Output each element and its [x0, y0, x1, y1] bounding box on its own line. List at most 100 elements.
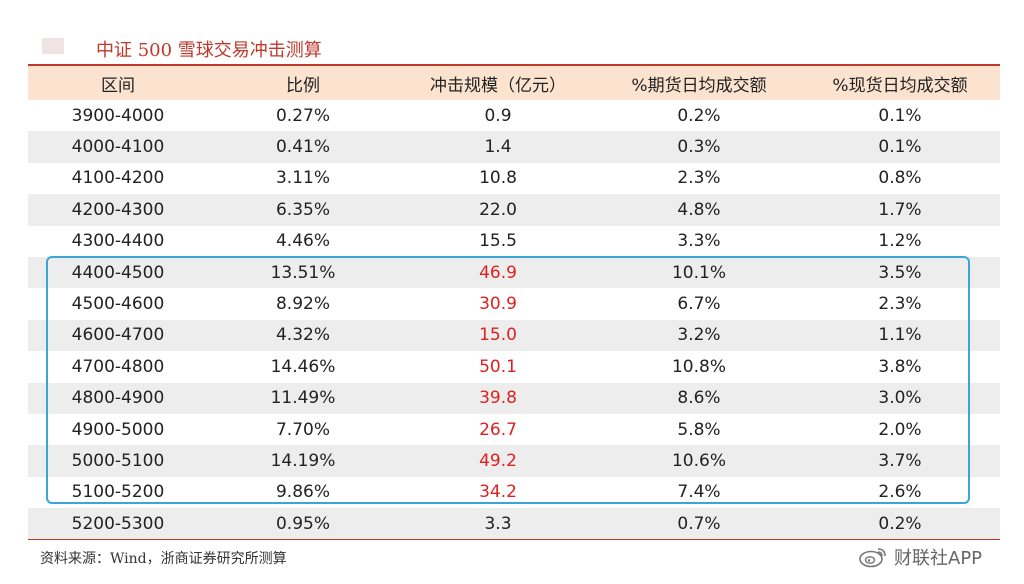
cell-spot-pct: 0.1% — [800, 131, 1000, 163]
cell-impact-size: 26.7 — [398, 413, 598, 446]
table-row: 4000-4100 0.41% 1.4 0.3% 0.1% — [28, 131, 1000, 163]
cell-spot-pct: 2.6% — [800, 476, 1000, 509]
table-row: 4600-4700 4.32% 15.0 3.2% 1.1% — [28, 319, 1000, 352]
cell-interval: 4800-4900 — [28, 382, 208, 414]
cell-interval: 4400-4500 — [28, 256, 208, 289]
cell-interval: 5000-5100 — [28, 445, 208, 477]
cell-futures-pct: 10.8% — [598, 351, 800, 383]
cell-futures-pct: 0.2% — [598, 100, 800, 132]
table-row: 5000-5100 14.19% 49.2 10.6% 3.7% — [28, 445, 1000, 477]
cell-spot-pct: 2.0% — [800, 413, 1000, 446]
cell-futures-pct: 7.4% — [598, 476, 800, 509]
cell-ratio: 11.49% — [208, 382, 398, 414]
bottom-divider — [28, 539, 1000, 540]
header-impact-size: 冲击规模（亿元） — [430, 75, 566, 96]
cell-futures-pct: 4.8% — [598, 194, 800, 226]
cell-spot-pct: 3.0% — [800, 382, 1000, 414]
cell-impact-size: 15.0 — [398, 319, 598, 352]
header-ratio: 比例 — [286, 75, 320, 96]
cell-interval: 4300-4400 — [28, 225, 208, 257]
cell-interval: 3900-4000 — [28, 100, 208, 132]
cell-impact-size: 1.4 — [398, 131, 598, 163]
cell-spot-pct: 3.5% — [800, 256, 1000, 289]
cell-futures-pct: 0.3% — [598, 131, 800, 163]
cell-impact-size: 0.9 — [398, 100, 598, 132]
cell-impact-size: 49.2 — [398, 445, 598, 477]
cell-impact-size: 10.8 — [398, 162, 598, 195]
cell-ratio: 4.46% — [208, 225, 398, 257]
cell-ratio: 9.86% — [208, 476, 398, 509]
table-header-row: 区间 比例 冲击规模（亿元） %期货日均成交额 %现货日均成交额 — [28, 66, 1000, 100]
cell-spot-pct: 3.7% — [800, 445, 1000, 477]
table-row: 5100-5200 9.86% 34.2 7.4% 2.6% — [28, 476, 1000, 509]
table-row: 4100-4200 3.11% 10.8 2.3% 0.8% — [28, 162, 1000, 195]
watermark-text: 财联社APP — [894, 548, 983, 569]
cell-ratio: 0.27% — [208, 100, 398, 132]
cell-spot-pct: 3.8% — [800, 351, 1000, 383]
table-row: 4800-4900 11.49% 39.8 8.6% 3.0% — [28, 382, 1000, 414]
cell-impact-size: 34.2 — [398, 476, 598, 509]
cell-impact-size: 22.0 — [398, 194, 598, 226]
cell-impact-size: 15.5 — [398, 225, 598, 257]
cell-spot-pct: 2.3% — [800, 288, 1000, 320]
title-marker — [42, 38, 64, 54]
cell-ratio: 13.51% — [208, 256, 398, 289]
cell-interval: 4700-4800 — [28, 351, 208, 383]
cell-ratio: 4.32% — [208, 319, 398, 352]
table-row: 4400-4500 13.51% 46.9 10.1% 3.5% — [28, 256, 1000, 289]
cell-interval: 5100-5200 — [28, 476, 208, 509]
cell-interval: 4200-4300 — [28, 194, 208, 226]
cell-futures-pct: 10.6% — [598, 445, 800, 477]
cell-interval: 4100-4200 — [28, 162, 208, 195]
table-title: 中证 500 雪球交易冲击测算 — [96, 40, 322, 61]
source-note: 资料来源：Wind，浙商证券研究所测算 — [40, 551, 287, 567]
table-row: 4300-4400 4.46% 15.5 3.3% 1.2% — [28, 225, 1000, 257]
cell-ratio: 14.19% — [208, 445, 398, 477]
cell-ratio: 0.95% — [208, 508, 398, 540]
cell-interval: 4600-4700 — [28, 319, 208, 352]
header-futures-pct: %期货日均成交额 — [631, 75, 767, 96]
cell-futures-pct: 0.7% — [598, 508, 800, 540]
cell-interval: 4000-4100 — [28, 131, 208, 163]
cell-impact-size: 30.9 — [398, 288, 598, 320]
cell-interval: 4900-5000 — [28, 413, 208, 446]
weibo-icon — [859, 548, 886, 568]
table-row: 4200-4300 6.35% 22.0 4.8% 1.7% — [28, 194, 1000, 226]
header-band — [28, 66, 1000, 100]
cell-ratio: 6.35% — [208, 194, 398, 226]
cell-futures-pct: 3.3% — [598, 225, 800, 257]
cell-impact-size: 50.1 — [398, 351, 598, 383]
cell-futures-pct: 3.2% — [598, 319, 800, 352]
header-spot-pct: %现货日均成交额 — [832, 75, 968, 96]
cell-spot-pct: 1.7% — [800, 194, 1000, 226]
table-row: 3900-4000 0.27% 0.9 0.2% 0.1% — [28, 100, 1000, 132]
cell-ratio: 7.70% — [208, 413, 398, 446]
cell-futures-pct: 6.7% — [598, 288, 800, 320]
cell-spot-pct: 0.8% — [800, 162, 1000, 195]
cell-spot-pct: 1.1% — [800, 319, 1000, 352]
table-row: 4500-4600 8.92% 30.9 6.7% 2.3% — [28, 288, 1000, 320]
cell-futures-pct: 10.1% — [598, 256, 800, 289]
cell-futures-pct: 2.3% — [598, 162, 800, 195]
cell-impact-size: 39.8 — [398, 382, 598, 414]
title-divider — [28, 64, 1000, 66]
table-row: 4700-4800 14.46% 50.1 10.8% 3.8% — [28, 351, 1000, 383]
cell-interval: 5200-5300 — [28, 508, 208, 540]
cell-interval: 4500-4600 — [28, 288, 208, 320]
cell-ratio: 0.41% — [208, 131, 398, 163]
cell-impact-size: 46.9 — [398, 256, 598, 289]
header-interval: 区间 — [101, 75, 135, 96]
cell-ratio: 14.46% — [208, 351, 398, 383]
watermark: 财联社APP — [858, 544, 982, 570]
table-row: 4900-5000 7.70% 26.7 5.8% 2.0% — [28, 413, 1000, 446]
cell-ratio: 8.92% — [208, 288, 398, 320]
table-row: 5200-5300 0.95% 3.3 0.7% 0.2% — [28, 508, 1000, 540]
cell-ratio: 3.11% — [208, 162, 398, 195]
title-row: 中证 500 雪球交易冲击测算 — [40, 32, 980, 62]
cell-spot-pct: 0.2% — [800, 508, 1000, 540]
cell-futures-pct: 8.6% — [598, 382, 800, 414]
cell-futures-pct: 5.8% — [598, 413, 800, 446]
cell-impact-size: 3.3 — [398, 508, 598, 540]
cell-spot-pct: 1.2% — [800, 225, 1000, 257]
impact-table: 区间 比例 冲击规模（亿元） %期货日均成交额 %现货日均成交额 3900-40… — [28, 66, 1000, 540]
